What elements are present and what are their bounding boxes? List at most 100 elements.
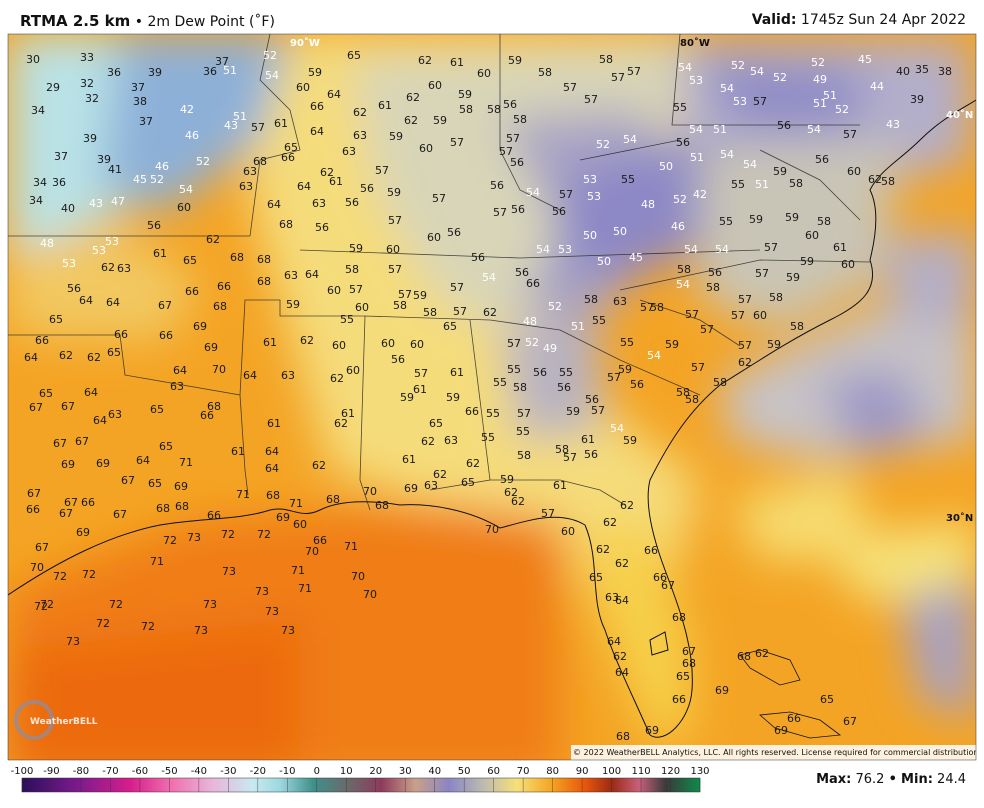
station-value: 59	[413, 289, 427, 302]
station-value: 59	[400, 391, 414, 404]
station-value: 63	[117, 262, 131, 275]
station-value: 52	[150, 173, 164, 186]
station-value: 64	[84, 386, 98, 399]
station-value: 41	[108, 163, 122, 176]
station-value: 63	[605, 591, 619, 604]
station-value: 60	[419, 142, 433, 155]
station-value: 39	[83, 132, 97, 145]
station-value: 46	[185, 129, 199, 142]
station-value: 62	[312, 459, 326, 472]
station-value: 56	[630, 378, 644, 391]
station-value: 56	[676, 136, 690, 149]
station-value: 67	[121, 474, 135, 487]
station-value: 43	[89, 197, 103, 210]
station-value: 62	[738, 356, 752, 369]
station-value: 60	[753, 309, 767, 322]
station-value: 66	[281, 151, 295, 164]
station-value: 68	[257, 253, 271, 266]
station-value: 36	[107, 66, 121, 79]
station-value: 59	[433, 114, 447, 127]
station-value: 73	[187, 531, 201, 544]
station-value: 56	[533, 366, 547, 379]
station-value: 40	[61, 202, 75, 215]
station-value: 62	[755, 647, 769, 660]
station-value: 54	[684, 243, 698, 256]
station-value: 50	[583, 229, 597, 242]
logo-text: WeatherBELL	[30, 717, 98, 727]
station-value: 66	[159, 329, 173, 342]
station-value: 69	[96, 457, 110, 470]
station-value: 57	[843, 128, 857, 141]
station-value: 57	[611, 71, 625, 84]
station-value: 68	[253, 155, 267, 168]
station-value: 37	[139, 115, 153, 128]
station-value: 49	[543, 342, 557, 355]
lat-label: 40˚N	[946, 109, 973, 121]
station-value: 71	[298, 582, 312, 595]
colorbar-label: 90	[576, 766, 589, 777]
station-value: 57	[691, 361, 705, 374]
station-value: 66	[465, 405, 479, 418]
station-value: 52	[673, 193, 687, 206]
station-value: 60	[327, 284, 341, 297]
station-value: 57	[493, 206, 507, 219]
station-value: 59	[623, 434, 637, 447]
coastline	[8, 99, 976, 739]
colorbar-label: -30	[220, 766, 236, 777]
station-value: 63	[239, 180, 253, 193]
station-value: 60	[841, 258, 855, 271]
station-value: 66	[787, 712, 801, 725]
station-value: 52	[773, 71, 787, 84]
station-value: 57	[563, 81, 577, 94]
station-value: 68	[213, 300, 227, 313]
station-value: 68	[672, 611, 686, 624]
station-value: 54	[743, 158, 757, 171]
station-value: 64	[310, 125, 324, 138]
station-value: 42	[180, 103, 194, 116]
station-value: 56	[777, 119, 791, 132]
station-value: 55	[516, 425, 530, 438]
station-value: 68	[207, 400, 221, 413]
station-value: 62	[868, 173, 882, 186]
station-value: 55	[559, 366, 573, 379]
station-value: 64	[327, 88, 341, 101]
station-value: 54	[623, 133, 637, 146]
station-value: 66	[200, 409, 214, 422]
station-value: 64	[173, 364, 187, 377]
station-value: 46	[155, 160, 169, 173]
station-value: 63	[284, 269, 298, 282]
station-value: 57	[764, 241, 778, 254]
station-value: 54	[647, 349, 661, 362]
station-value: 61	[329, 175, 343, 188]
station-value: 56	[471, 251, 485, 264]
station-value: 58	[538, 66, 552, 79]
station-value: 52	[548, 300, 562, 313]
station-value: 45	[629, 251, 643, 264]
station-value: 63	[108, 408, 122, 421]
station-value: 59	[308, 66, 322, 79]
station-value: 58	[650, 301, 664, 314]
station-value: 64	[79, 294, 93, 307]
station-value: 55	[673, 101, 687, 114]
station-value: 58	[769, 291, 783, 304]
station-value: 64	[93, 414, 107, 427]
station-value: 55	[620, 336, 634, 349]
station-value: 62	[511, 495, 525, 508]
station-value: 65	[284, 141, 298, 154]
station-value: 34	[29, 194, 43, 207]
station-value: 64	[265, 445, 279, 458]
station-value: 57	[591, 404, 605, 417]
station-value: 58	[517, 449, 531, 462]
station-value: 54	[750, 65, 764, 78]
station-value: 67	[35, 541, 49, 554]
station-value: 65	[347, 49, 361, 62]
station-value: 69	[715, 684, 729, 697]
station-value: 34	[31, 104, 45, 117]
colorbar-label: -60	[132, 766, 148, 777]
station-value: 58	[676, 386, 690, 399]
station-value: 54	[678, 61, 692, 74]
station-value: 51	[813, 97, 827, 110]
station-value: 60	[296, 81, 310, 94]
station-value: 58	[345, 263, 359, 276]
